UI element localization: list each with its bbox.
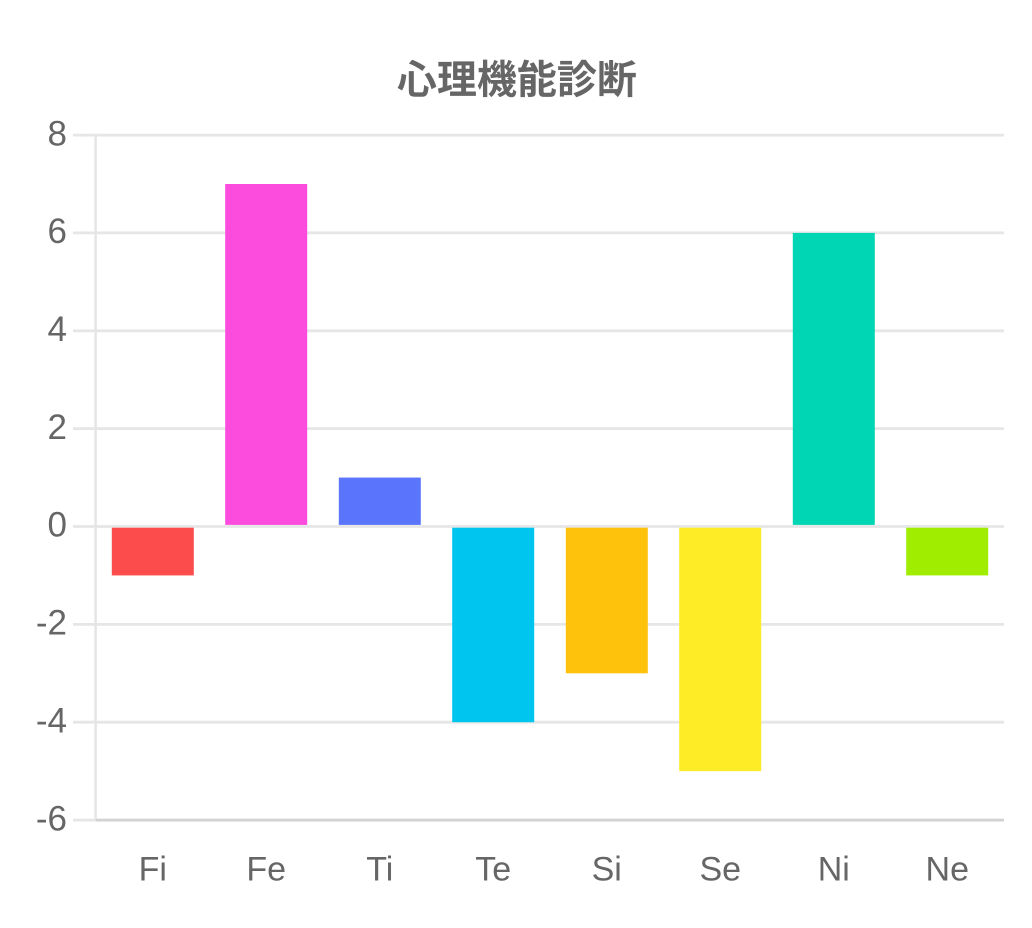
svg-text:2: 2 xyxy=(48,408,67,447)
svg-text:Fi: Fi xyxy=(139,851,167,889)
svg-text:-2: -2 xyxy=(36,604,67,643)
svg-text:Se: Se xyxy=(699,851,741,889)
svg-text:8: 8 xyxy=(48,114,67,153)
svg-text:Fe: Fe xyxy=(246,851,286,889)
svg-text:4: 4 xyxy=(48,310,67,349)
svg-text:-6: -6 xyxy=(36,799,67,838)
svg-text:Te: Te xyxy=(475,851,511,889)
svg-text:Ti: Ti xyxy=(366,851,393,889)
svg-text:Ne: Ne xyxy=(926,851,969,889)
svg-text:0: 0 xyxy=(48,506,67,545)
svg-text:6: 6 xyxy=(48,212,67,251)
svg-text:-4: -4 xyxy=(36,701,67,740)
svg-text:Ni: Ni xyxy=(818,851,850,889)
svg-text:Si: Si xyxy=(592,851,622,889)
